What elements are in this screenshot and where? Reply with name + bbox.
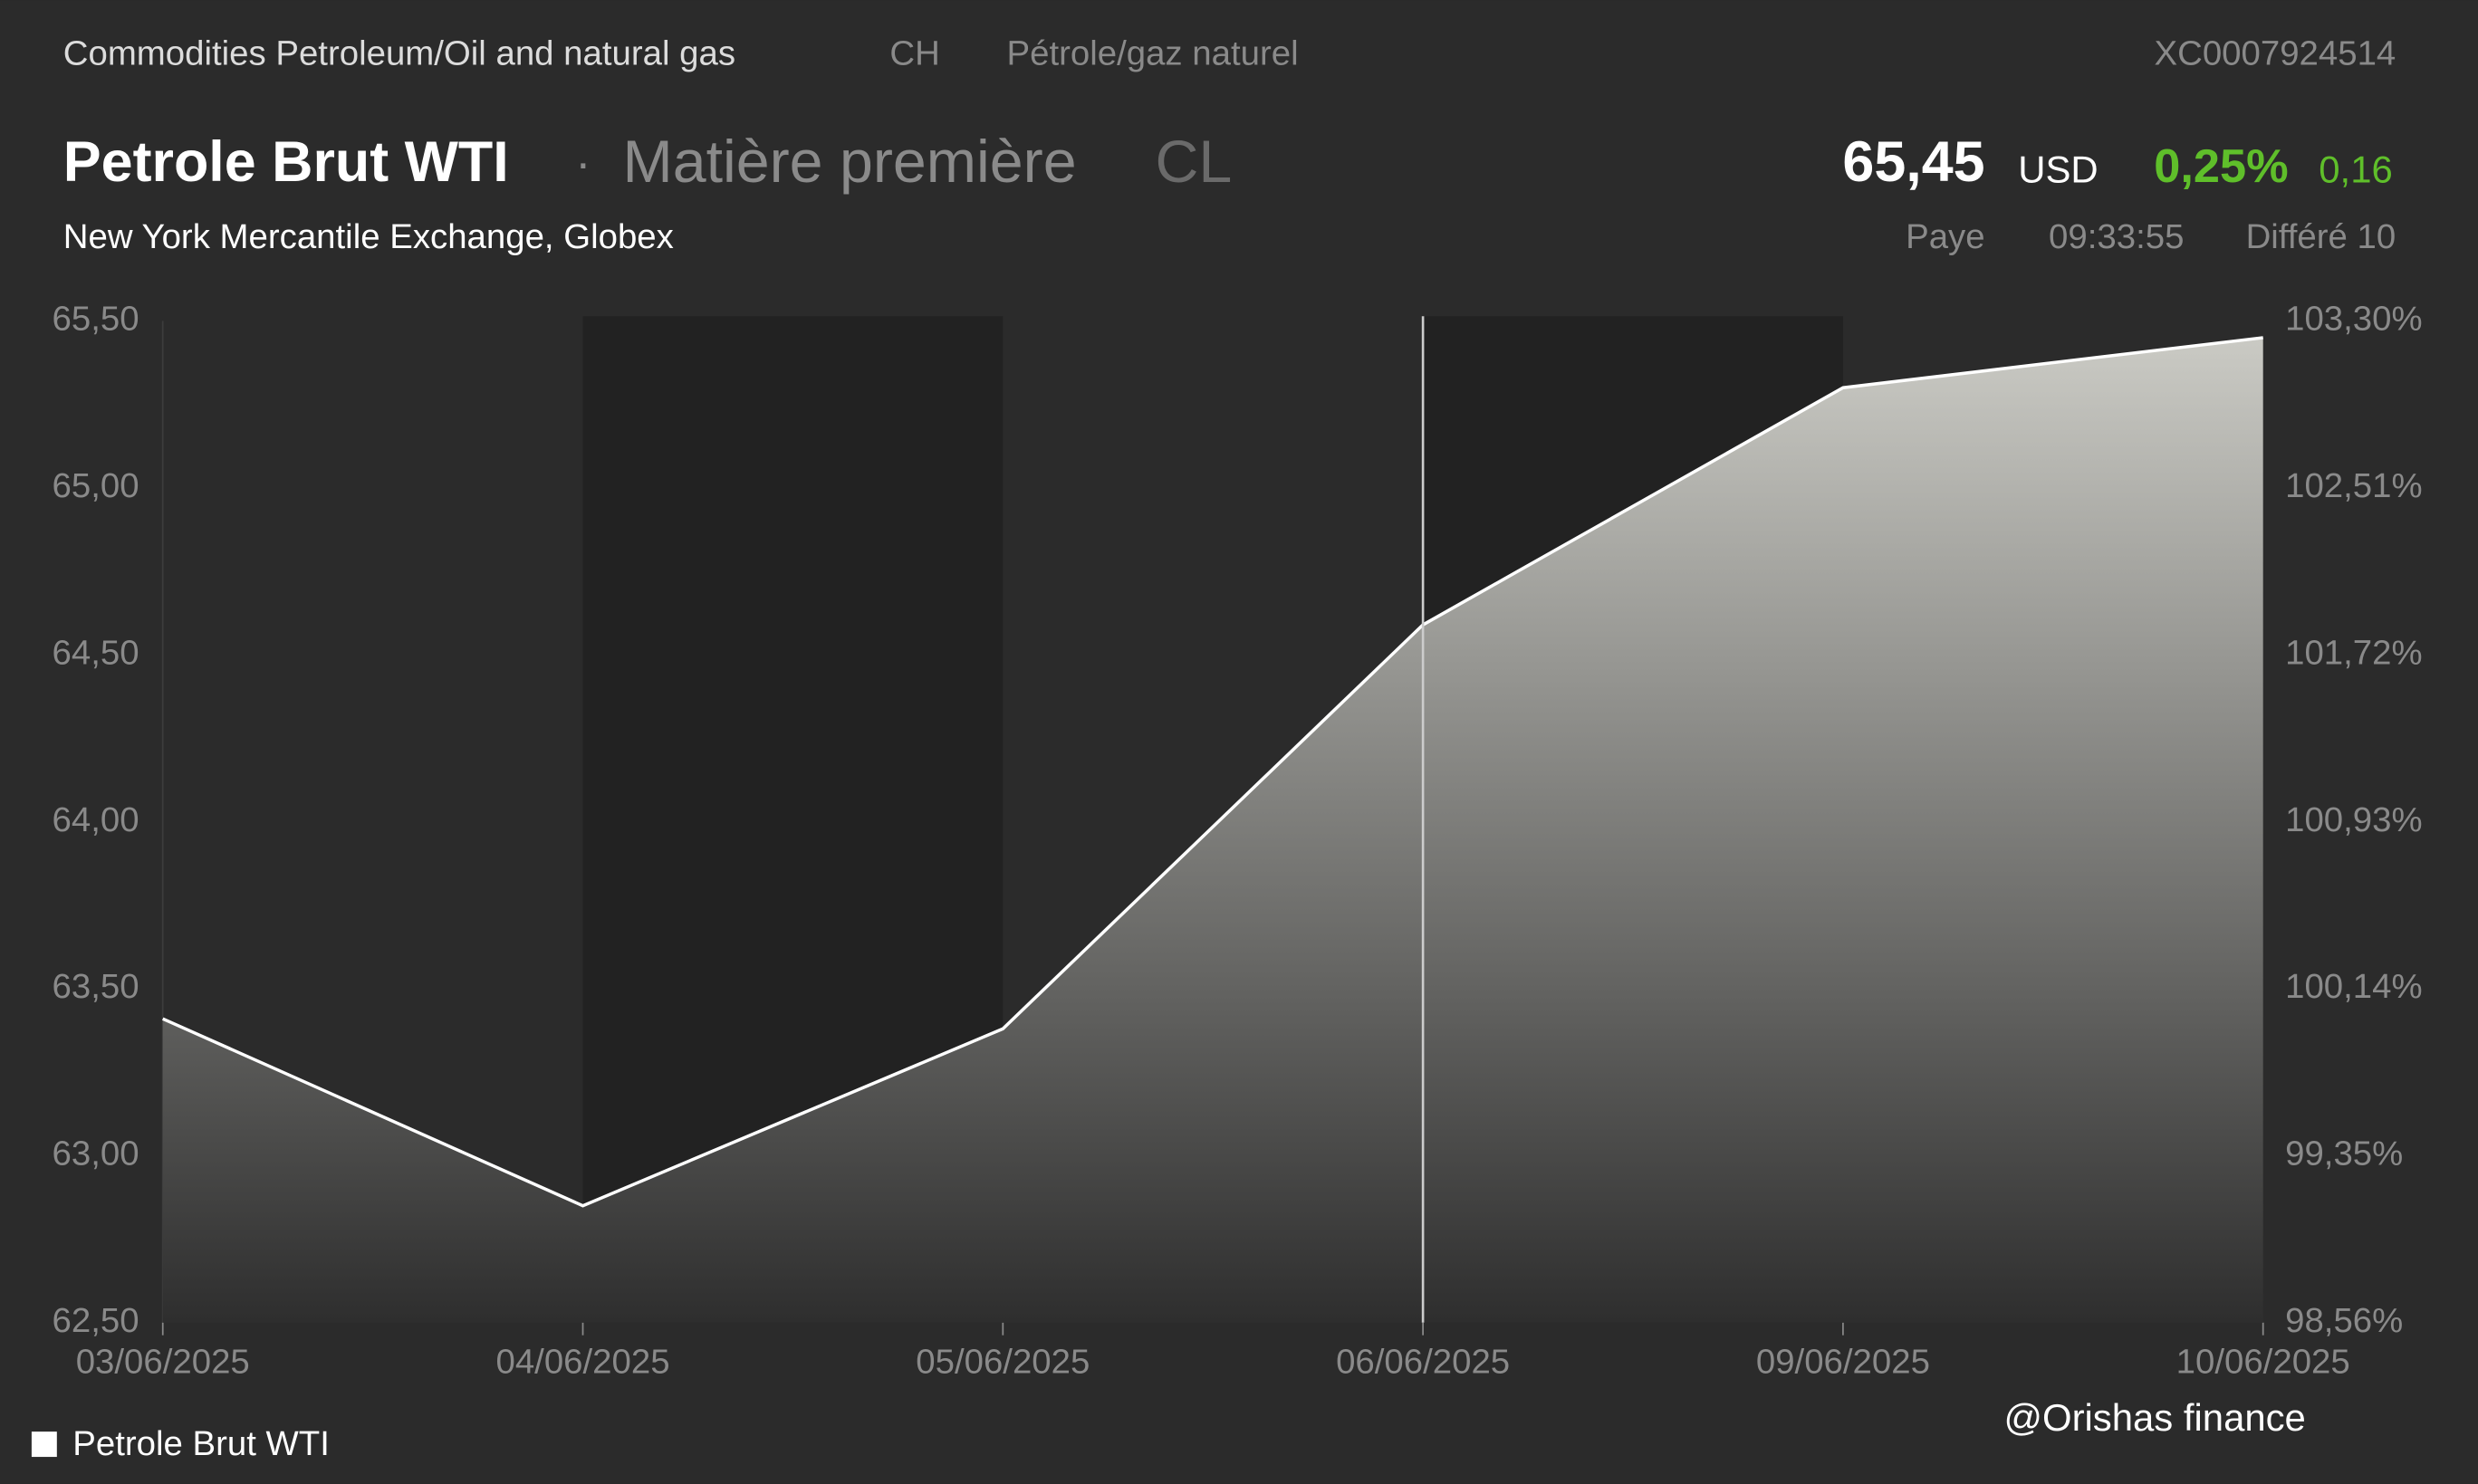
symbol: CL <box>1156 129 1233 196</box>
y2-tick-label: 100,93% <box>2285 800 2423 839</box>
separator: · <box>575 137 591 189</box>
x-tick-label: 09/06/2025 <box>1756 1342 1930 1381</box>
area <box>162 337 2263 1323</box>
category: Commodities Petroleum/Oil and natural ga… <box>63 34 735 72</box>
y2-tick-label: 98,56% <box>2285 1301 2403 1340</box>
price: 65,45 <box>1842 130 1984 194</box>
y-tick-label: 65,00 <box>53 466 139 505</box>
y2-tick-label: 100,14% <box>2285 967 2423 1006</box>
y2-tick-label: 103,30% <box>2285 300 2423 339</box>
legend-swatch <box>31 1431 57 1458</box>
line <box>162 336 2263 1208</box>
time: 09:33:55 <box>2049 217 2184 256</box>
y-tick-label: 65,50 <box>53 300 139 339</box>
status: Paye <box>1906 217 1984 256</box>
y2-tick-label: 101,72% <box>2285 633 2423 672</box>
x-tick-label: 06/06/2025 <box>1336 1342 1510 1381</box>
change-pct: 0,25% <box>2154 140 2288 193</box>
y-tick-label: 62,50 <box>53 1301 139 1340</box>
x-tick-label: 10/06/2025 <box>2176 1342 2350 1381</box>
x-tick-label: 04/06/2025 <box>495 1342 669 1381</box>
country: CH <box>889 34 939 72</box>
currency: USD <box>2018 148 2098 191</box>
category-local: Pétrole/gaz naturel <box>1007 34 1299 72</box>
x-tick-label: 05/06/2025 <box>916 1342 1090 1381</box>
legend-label: Petrole Brut WTI <box>72 1424 330 1463</box>
y-tick-label: 64,50 <box>53 633 139 672</box>
y2-tick-label: 99,35% <box>2285 1135 2403 1173</box>
watermark: @Orishas finance <box>2004 1396 2306 1439</box>
isin: XC0007924514 <box>2155 34 2396 72</box>
instrument-name: Petrole Brut WTI <box>63 130 509 194</box>
y-tick-label: 64,00 <box>53 800 139 839</box>
y2-tick-label: 102,51% <box>2285 466 2423 505</box>
x-tick-label: 03/06/2025 <box>76 1342 250 1381</box>
instrument-kind: Matière première <box>622 129 1076 196</box>
change: 0,16 <box>2319 148 2392 191</box>
y-tick-label: 63,50 <box>53 967 139 1006</box>
delay: Différé 10 <box>2246 217 2396 256</box>
y-tick-label: 63,00 <box>53 1135 139 1173</box>
exchange: New York Mercantile Exchange, Globex <box>63 217 674 256</box>
